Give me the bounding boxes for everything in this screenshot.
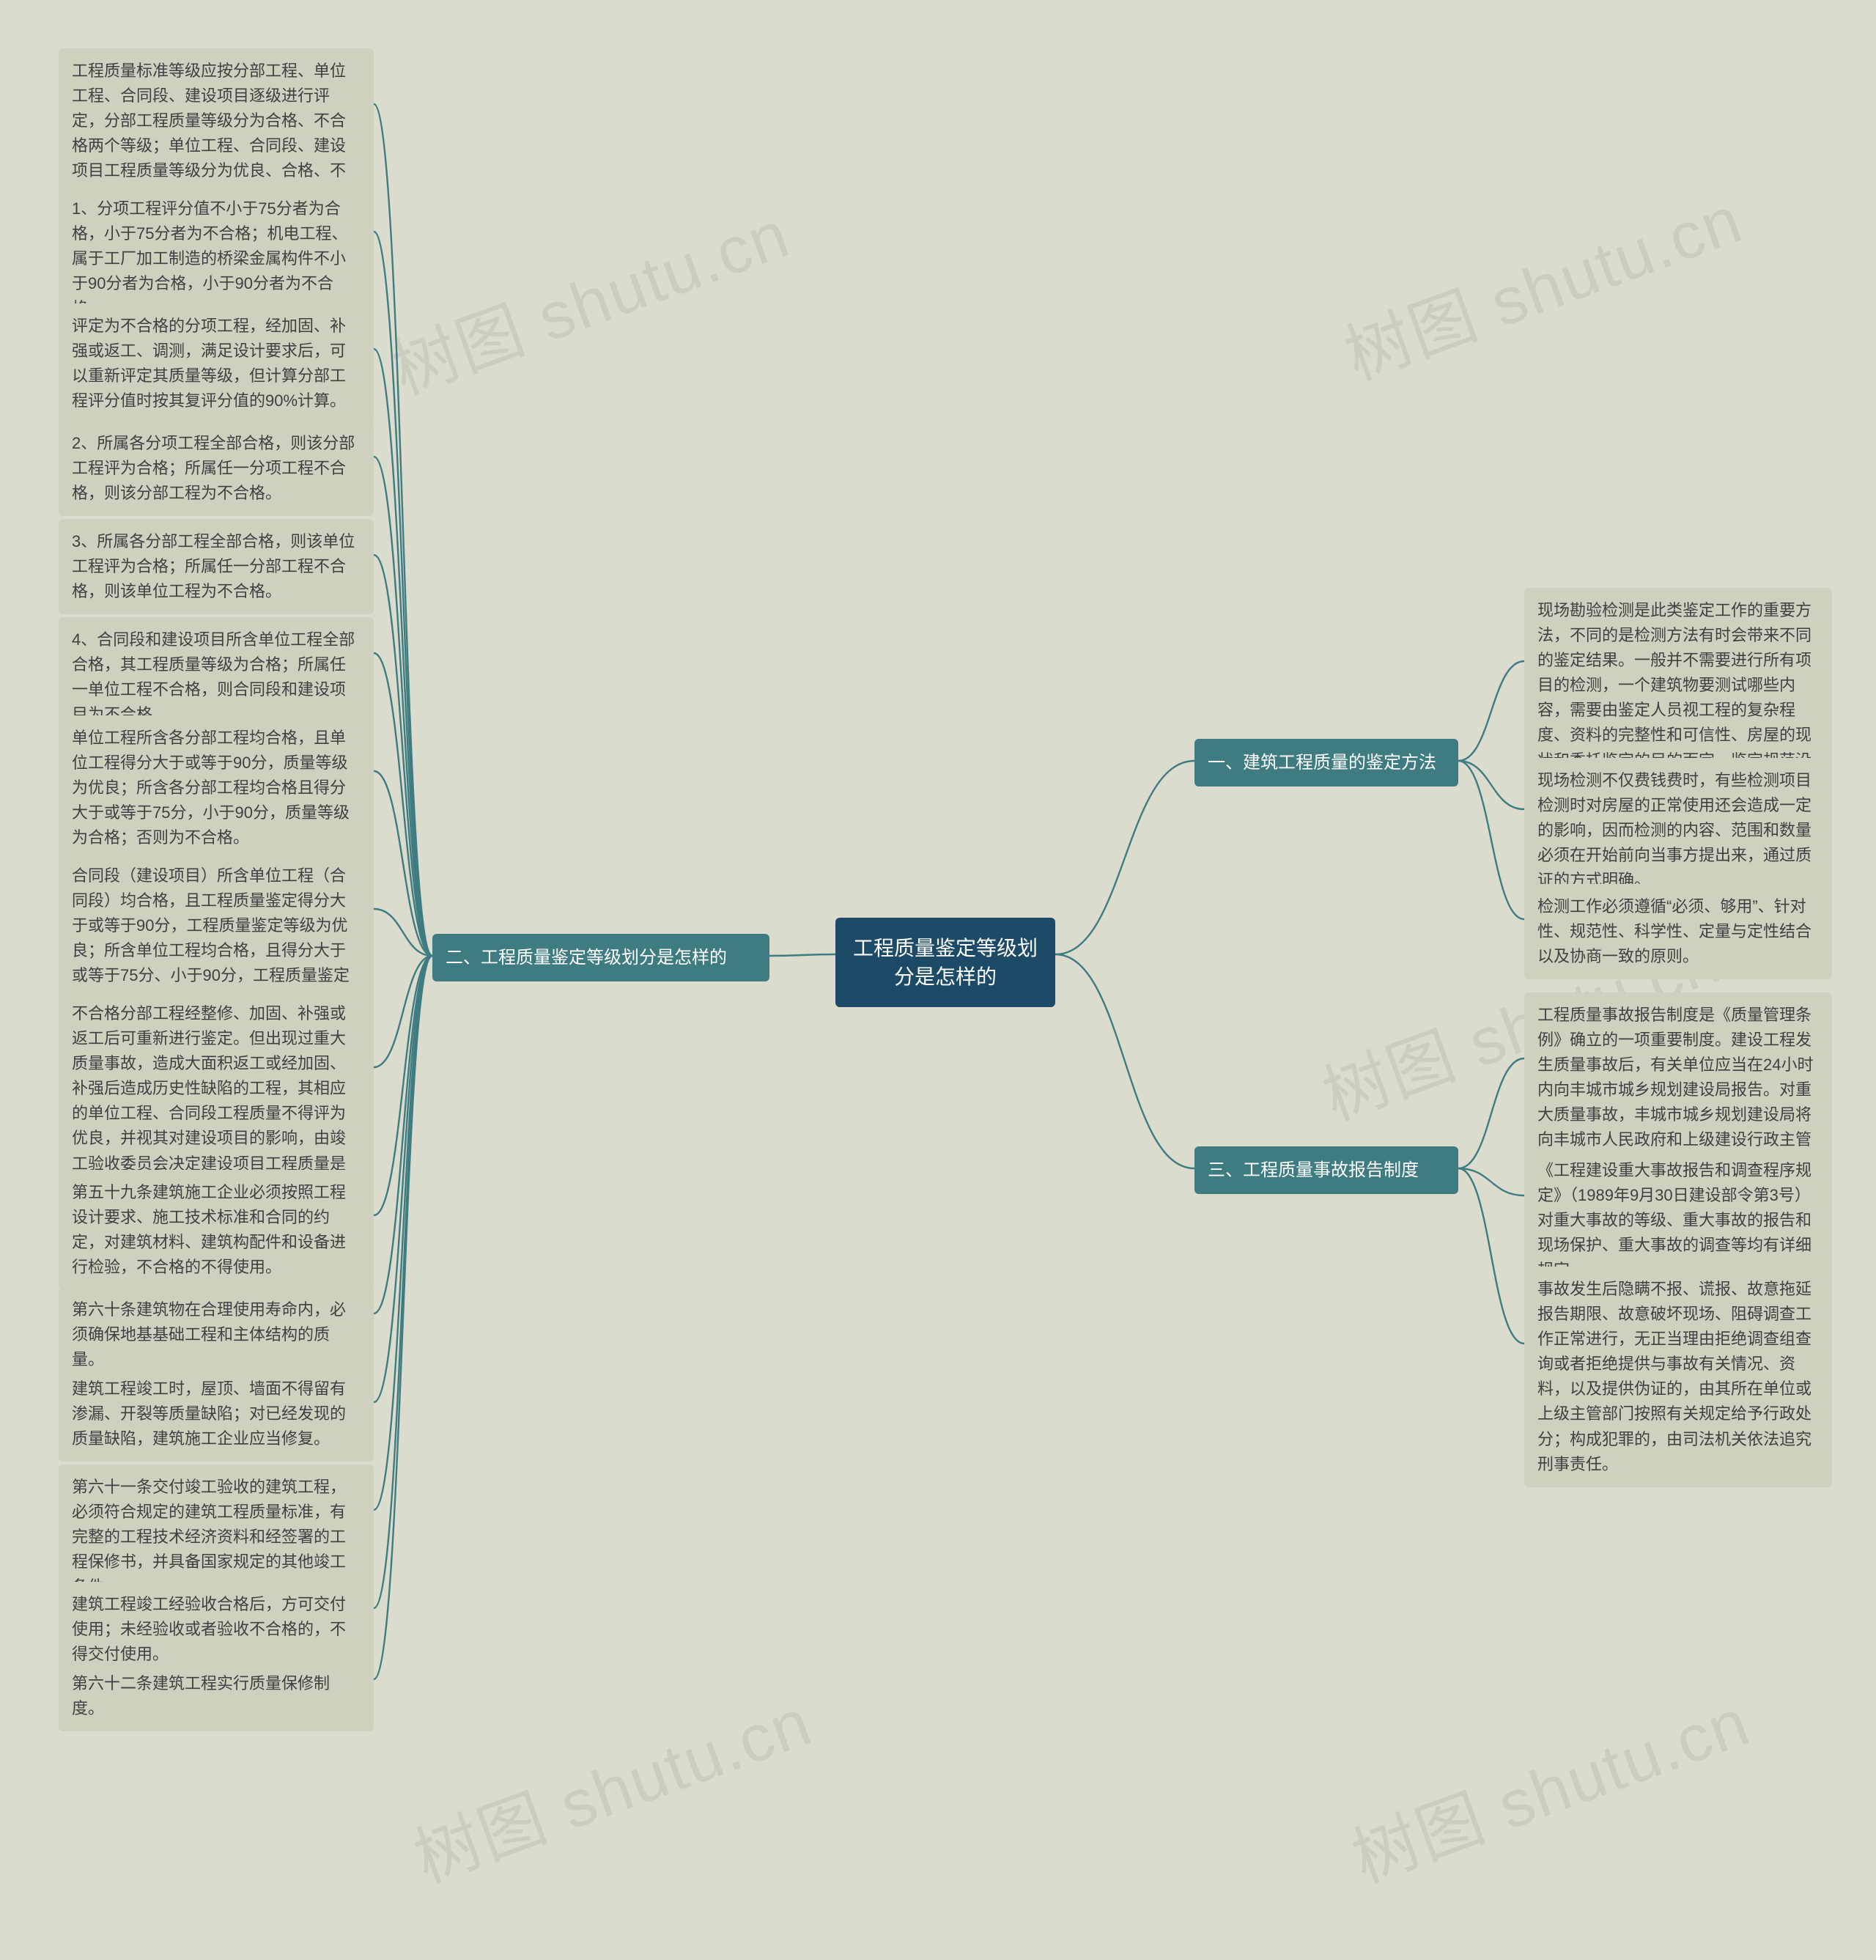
watermark-text: 树图 shutu.cn [377,181,800,413]
mindmap-edge [374,956,432,1067]
mindmap-edge [1458,661,1524,761]
mindmap-leaf: 第五十九条建筑施工企业必须按照工程设计要求、施工技术标准和合同的约定，对建筑材料… [59,1170,374,1290]
watermark-text: 树图 shutu.cn [1337,1669,1760,1901]
mindmap-root: 工程质量鉴定等级划分是怎样的 [835,918,1055,1007]
mindmap-leaf: 现场检测不仅费钱费时，有些检测项目检测时对房屋的正常使用还会造成一定的影响，因而… [1524,758,1832,903]
mindmap-edge [374,956,432,1679]
mindmap-edge [1458,761,1524,809]
mindmap-branch: 一、建筑工程质量的鉴定方法 [1194,739,1458,786]
mindmap-edge [374,653,432,956]
mindmap-canvas: 树图 shutu.cn 树图 shutu.cn 树图 shutu.cn 树图 shut… [0,0,1876,1960]
mindmap-edge [1458,1168,1524,1195]
mindmap-edge [374,771,432,956]
mindmap-edge [374,909,432,956]
mindmap-edge [374,956,432,1608]
mindmap-edge [374,956,432,1314]
mindmap-leaf: 2、所属各分项工程全部合格，则该分部工程评为合格；所属任一分项工程不合格，则该分… [59,421,374,516]
mindmap-edge [374,349,432,956]
mindmap-edge [1458,1058,1524,1168]
mindmap-edge [374,555,432,956]
mindmap-edge [374,232,432,956]
mindmap-leaf: 评定为不合格的分项工程，经加固、补强或返工、调测，满足设计要求后，可以重新评定其… [59,303,374,424]
mindmap-edge [1055,761,1194,954]
mindmap-edge [1458,1168,1524,1344]
mindmap-edge [374,956,432,1402]
mindmap-leaf: 事故发生后隐瞒不报、谎报、故意拖延报告期限、故意破坏现场、阻碍调查工作正常进行，… [1524,1267,1832,1487]
mindmap-leaf: 单位工程所含各分部工程均合格，且单位工程得分大于或等于90分，质量等级为优良；所… [59,715,374,861]
mindmap-leaf: 第六十二条建筑工程实行质量保修制度。 [59,1661,374,1731]
mindmap-edge [374,457,432,956]
mindmap-edge [1458,761,1524,919]
mindmap-leaf: 检测工作必须遵循“必须、够用”、针对性、规范性、科学性、定量与定性结合以及协商一… [1524,884,1832,979]
mindmap-edge [374,956,432,1215]
mindmap-leaf: 建筑工程竣工时，屋顶、墙面不得留有渗漏、开裂等质量缺陷；对已经发现的质量缺陷，建… [59,1366,374,1462]
mindmap-edge [769,954,835,956]
mindmap-edge [374,104,432,956]
mindmap-branch: 二、工程质量鉴定等级划分是怎样的 [432,934,769,981]
mindmap-leaf: 3、所属各分部工程全部合格，则该单位工程评为合格；所属任一分部工程不合格，则该单… [59,519,374,614]
mindmap-edge [374,956,432,1510]
watermark-text: 树图 shutu.cn [1330,166,1753,398]
mindmap-branch: 三、工程质量事故报告制度 [1194,1146,1458,1194]
mindmap-edge [1055,954,1194,1168]
watermark-text: 树图 shutu.cn [399,1669,822,1901]
